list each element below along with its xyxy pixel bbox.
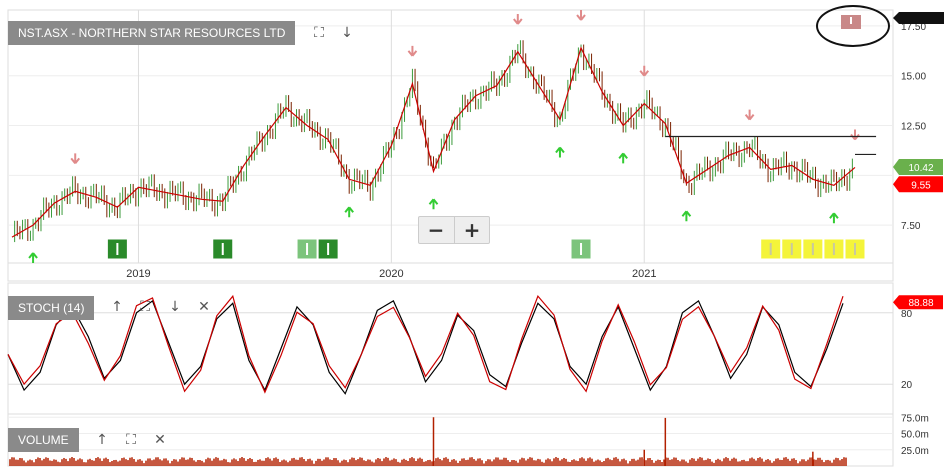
x-tick-label: 2019 — [126, 268, 150, 280]
event-marker-glyph — [769, 243, 772, 255]
zoom-in-button[interactable]: + — [454, 217, 489, 243]
expand-icon[interactable]: ⛶ — [314, 25, 324, 41]
stoch-label-box — [893, 295, 943, 310]
event-marker-glyph — [832, 243, 835, 255]
price-label-box — [893, 176, 943, 193]
event-marker-glyph — [327, 243, 330, 255]
event-marker-glyph — [854, 243, 856, 255]
close-icon[interactable]: ✕ — [198, 299, 210, 315]
arrow-down-icon — [639, 65, 650, 77]
price-label: 10.42 — [908, 163, 933, 174]
event-marker-glyph — [116, 243, 119, 255]
event-marker-glyph — [580, 243, 583, 255]
stoch-tick-label: 20 — [901, 380, 913, 391]
arrow-up-icon[interactable]: ↑ — [111, 299, 123, 315]
arrow-up-icon — [555, 146, 565, 158]
event-marker-glyph — [221, 243, 224, 255]
arrow-down-icon — [576, 9, 586, 21]
stoch-label: STOCH (14) — [8, 296, 95, 320]
arrow-down-icon[interactable]: ↓ — [169, 299, 181, 315]
flag-icon[interactable] — [841, 15, 861, 29]
arrow-down-icon — [744, 109, 755, 121]
arrow-up-icon — [681, 210, 692, 222]
event-marker-glyph — [811, 243, 814, 255]
arrow-down-icon — [407, 45, 418, 57]
annotation-circle — [816, 5, 890, 47]
volume-tick-label: 50.0m — [901, 430, 929, 441]
stoch-tick-label: 80 — [901, 309, 913, 320]
stoch-value-label: 88.88 — [908, 298, 933, 309]
expand-icon[interactable]: ⛶ — [140, 299, 150, 315]
volume-tick-label: 25.0m — [901, 446, 929, 457]
arrow-up-icon — [829, 212, 839, 224]
stoch-signal-line — [7, 294, 844, 394]
price-label: 9.55 — [911, 180, 931, 191]
volume-tick-label: 75.0m — [901, 413, 929, 424]
arrow-up-icon — [618, 152, 628, 164]
arrow-down-icon — [513, 13, 523, 25]
x-tick-label: 2020 — [379, 268, 403, 280]
chart-title: NST.ASX - NORTHERN STAR RESOURCES LTD — [8, 21, 296, 45]
y-tick-label: 15.00 — [901, 72, 926, 83]
volume-label: VOLUME — [8, 428, 79, 452]
y-tick-label: 7.50 — [901, 221, 921, 232]
top-label-box — [893, 11, 944, 24]
arrow-up-icon[interactable]: ↑ — [96, 432, 108, 448]
x-tick-label: 2021 — [632, 268, 656, 280]
arrow-up-icon — [28, 252, 38, 264]
event-marker-glyph — [306, 243, 309, 255]
zoom-out-button[interactable]: − — [427, 218, 445, 242]
arrow-up-icon — [428, 198, 439, 210]
close-icon[interactable]: ✕ — [154, 432, 166, 448]
arrow-down-icon — [70, 153, 81, 165]
price-line — [11, 46, 856, 238]
stoch-panel — [7, 282, 894, 415]
volume-panel — [7, 413, 894, 467]
date-axis — [7, 262, 894, 282]
arrow-down-icon[interactable]: ↓ — [341, 25, 353, 41]
y-tick-label: 17.50 — [901, 22, 926, 33]
expand-icon[interactable]: ⛶ — [126, 432, 136, 448]
event-marker-glyph — [790, 243, 793, 255]
stoch-line — [7, 299, 844, 395]
zoom-control: − + — [418, 216, 490, 244]
y-tick-label: 12.50 — [901, 122, 926, 133]
price-label-box — [893, 158, 943, 175]
arrow-up-icon — [344, 206, 354, 218]
